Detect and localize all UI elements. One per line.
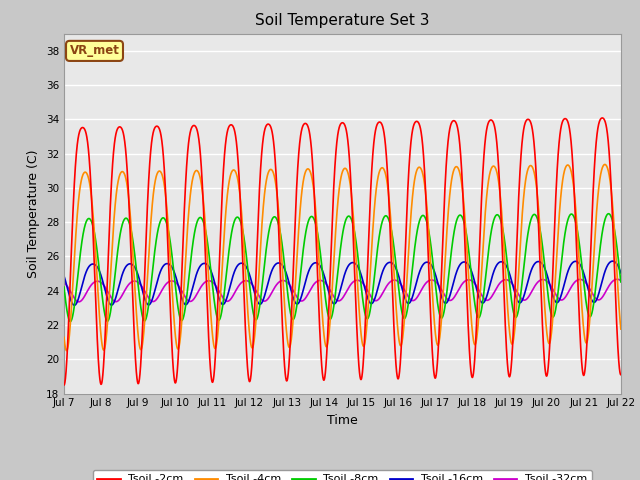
Tsoil -16cm xyxy=(617,270,625,276)
Tsoil -8cm xyxy=(616,274,624,280)
Tsoil -16cm xyxy=(322,278,330,284)
Title: Soil Temperature Set 3: Soil Temperature Set 3 xyxy=(255,13,429,28)
Line: Tsoil -16cm: Tsoil -16cm xyxy=(64,261,621,305)
Tsoil -4cm xyxy=(467,316,475,322)
Tsoil -32cm xyxy=(75,299,83,305)
Tsoil -8cm xyxy=(60,284,68,290)
Tsoil -2cm xyxy=(60,382,68,388)
Tsoil -32cm xyxy=(436,285,444,291)
Tsoil -2cm xyxy=(617,372,625,378)
Y-axis label: Soil Temperature (C): Soil Temperature (C) xyxy=(28,149,40,278)
Tsoil -16cm xyxy=(499,259,507,265)
Tsoil -4cm xyxy=(617,326,625,332)
Tsoil -4cm xyxy=(63,348,70,354)
Tsoil -32cm xyxy=(613,276,621,282)
Tsoil -8cm xyxy=(499,227,507,232)
Tsoil -8cm xyxy=(605,211,612,216)
Tsoil -2cm xyxy=(160,163,168,168)
Line: Tsoil -2cm: Tsoil -2cm xyxy=(64,118,621,385)
Tsoil -16cm xyxy=(161,262,168,268)
Tsoil -32cm xyxy=(617,278,625,284)
Tsoil -16cm xyxy=(609,258,616,264)
Tsoil -4cm xyxy=(616,321,624,326)
Tsoil -16cm xyxy=(70,302,78,308)
Legend: Tsoil -2cm, Tsoil -4cm, Tsoil -8cm, Tsoil -16cm, Tsoil -32cm: Tsoil -2cm, Tsoil -4cm, Tsoil -8cm, Tsoi… xyxy=(93,470,592,480)
Tsoil -32cm xyxy=(161,284,168,289)
Tsoil -32cm xyxy=(467,277,475,283)
Tsoil -4cm xyxy=(436,328,444,334)
Tsoil -4cm xyxy=(322,343,330,348)
Line: Tsoil -4cm: Tsoil -4cm xyxy=(64,165,621,351)
Text: VR_met: VR_met xyxy=(70,44,120,58)
Tsoil -2cm xyxy=(616,371,624,376)
Tsoil -4cm xyxy=(499,226,507,232)
Tsoil -32cm xyxy=(499,277,507,283)
Tsoil -16cm xyxy=(60,273,68,279)
Tsoil -4cm xyxy=(60,335,68,340)
Tsoil -8cm xyxy=(467,271,475,276)
Tsoil -32cm xyxy=(322,281,330,287)
Tsoil -16cm xyxy=(467,268,475,274)
Tsoil -8cm xyxy=(322,298,330,303)
Tsoil -2cm xyxy=(322,368,330,373)
Tsoil -32cm xyxy=(616,277,624,283)
Tsoil -16cm xyxy=(616,268,624,274)
Tsoil -8cm xyxy=(161,216,168,221)
Tsoil -4cm xyxy=(601,162,609,168)
Tsoil -8cm xyxy=(436,314,444,320)
Tsoil -2cm xyxy=(598,115,606,121)
Line: Tsoil -32cm: Tsoil -32cm xyxy=(64,279,621,302)
Tsoil -2cm xyxy=(499,257,506,263)
Line: Tsoil -8cm: Tsoil -8cm xyxy=(64,214,621,322)
X-axis label: Time: Time xyxy=(327,414,358,427)
Tsoil -8cm xyxy=(617,279,625,285)
Tsoil -2cm xyxy=(436,300,444,306)
Tsoil -8cm xyxy=(67,319,74,324)
Tsoil -4cm xyxy=(161,181,168,187)
Tsoil -16cm xyxy=(436,290,444,296)
Tsoil -32cm xyxy=(60,280,68,286)
Tsoil -2cm xyxy=(467,370,475,376)
